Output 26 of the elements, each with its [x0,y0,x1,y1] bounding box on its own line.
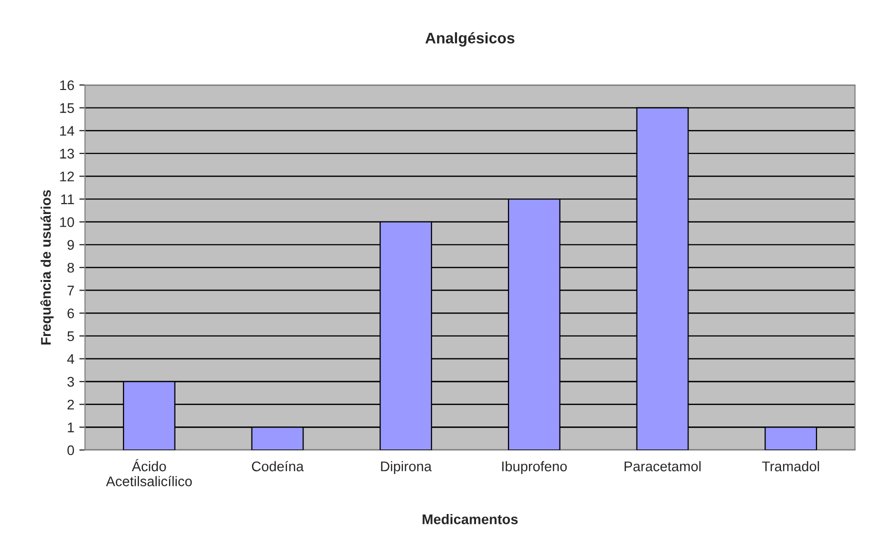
y-tick-label: 13 [60,148,74,159]
y-tick-label: 10 [60,217,74,228]
x-tick-label: Tramadol [762,461,819,472]
x-axis-title: Medicamentos [422,514,518,524]
x-tick-label: Ibuprofeno [502,461,567,474]
x-tick-label: Dipirona [381,461,432,474]
y-tick-label: 5 [67,331,74,342]
y-tick-label: 0 [67,445,74,456]
y-tick-label: 6 [68,308,74,318]
y-tick-label: 8 [67,262,74,273]
x-tick-label: Ácido Acetilsalicílico [106,459,192,486]
y-tick-label: 1 [68,422,74,432]
x-tick-label: Codeína [252,460,304,472]
y-tick-label: 15 [60,103,74,113]
y-tick-label: 9 [68,240,74,250]
y-tick-label: 14 [60,126,74,136]
x-tick-label: Paracetamol [624,461,701,472]
y-tick-label: 16 [60,80,74,90]
chart-title: Analgésicos [425,32,514,47]
y-axis-title: Frequência de usuários [40,190,54,345]
y-tick-label: 3 [67,376,74,387]
y-tick-label: 2 [68,400,74,410]
y-tick-label: 11 [61,194,74,204]
y-tick-label: 4 [67,354,74,364]
y-tick-label: 12 [60,172,74,182]
y-tick-label: 7 [68,286,74,296]
